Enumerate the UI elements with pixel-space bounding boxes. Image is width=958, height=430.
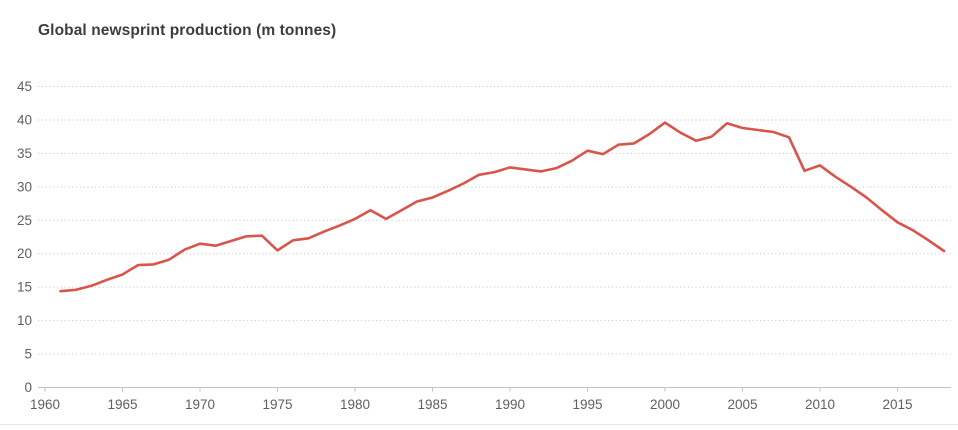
x-tick-label: 2010 [805, 397, 835, 412]
x-tick-label: 1985 [417, 397, 447, 412]
x-tick-label: 1995 [572, 397, 602, 412]
y-tick-label: 40 [17, 112, 32, 127]
x-tick-label: 2000 [650, 397, 680, 412]
bottom-divider [0, 424, 958, 425]
y-tick-label: 5 [24, 347, 32, 362]
x-tick-label: 2015 [882, 397, 912, 412]
x-tick-label: 2005 [727, 397, 757, 412]
y-tick-label: 45 [17, 79, 32, 94]
y-tick-label: 30 [17, 179, 32, 194]
newsprint-line-chart: 0 5 10 15 20 25 30 35 40 45 1960 1965 1970 1975 1980 19… [17, 79, 951, 412]
y-tick-label: 10 [17, 313, 32, 328]
chart-title: Global newsprint production (m tonnes) [38, 22, 337, 39]
x-tick-label: 1970 [185, 397, 215, 412]
x-tick-label: 1960 [30, 397, 60, 412]
y-tick-label: 25 [17, 213, 32, 228]
x-tick-label: 1975 [262, 397, 292, 412]
production-series-line [59, 121, 946, 293]
y-tick-label: 15 [17, 280, 32, 295]
x-tick-label: 1990 [495, 397, 525, 412]
y-tick-label: 35 [17, 146, 32, 161]
y-tick-label: 0 [24, 380, 32, 395]
x-tick-label: 1980 [340, 397, 370, 412]
y-tick-label: 20 [17, 246, 32, 261]
x-tick-label: 1965 [107, 397, 137, 412]
